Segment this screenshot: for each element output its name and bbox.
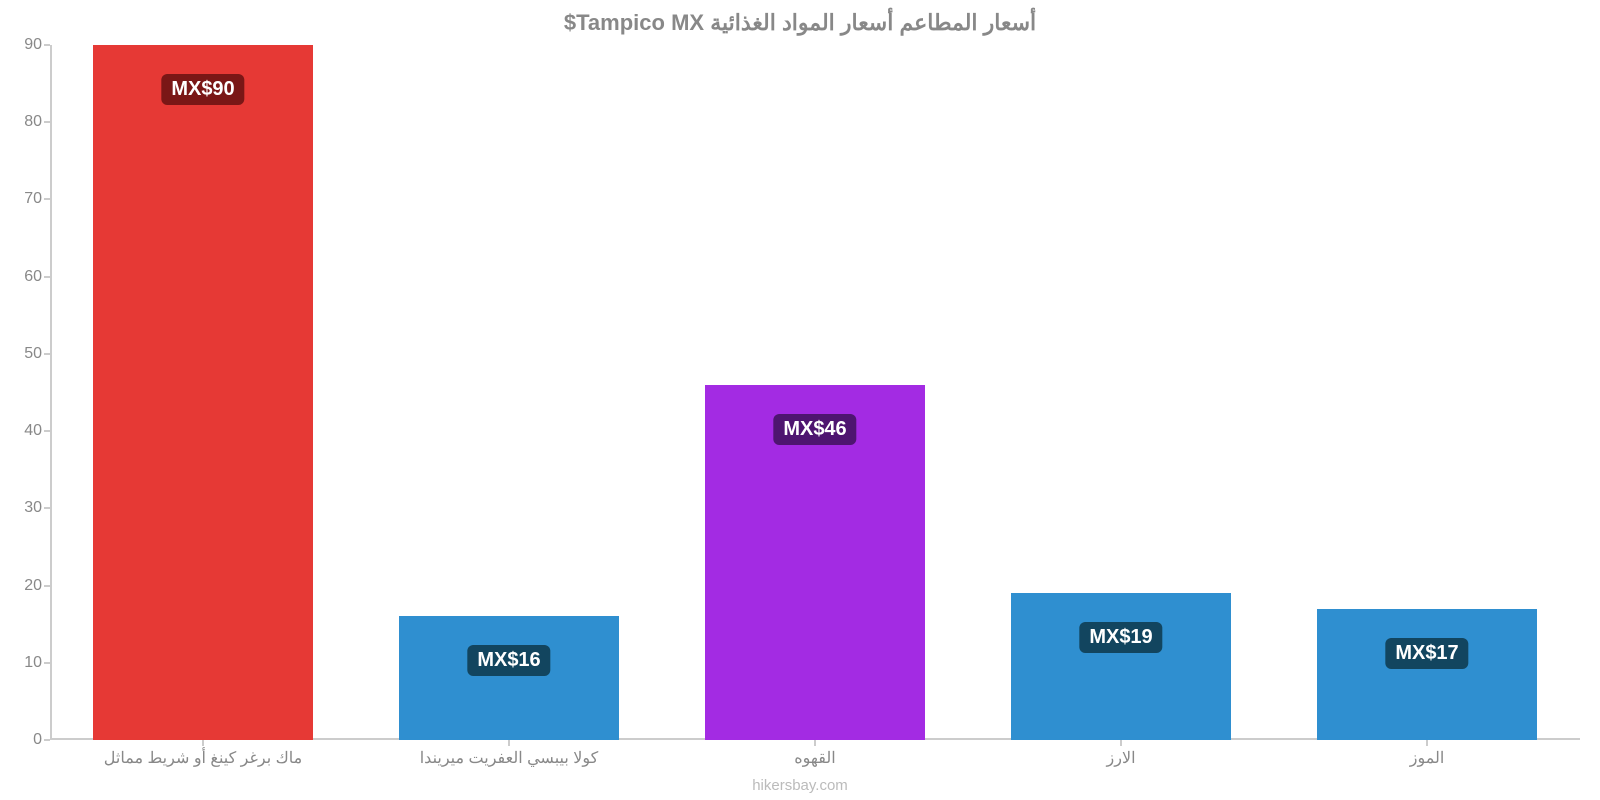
y-tick-mark [44,44,50,46]
chart-footer: hikersbay.com [0,777,1600,794]
value-badge: MX$19 [1079,622,1162,653]
value-badge: MX$90 [161,74,244,105]
y-tick-mark [44,662,50,664]
x-tick-label: الموز [1410,740,1445,768]
y-tick-mark [44,353,50,355]
bar [399,616,619,740]
y-tick-mark [44,121,50,123]
x-tick-label: القهوه [794,740,835,768]
bar [93,45,313,740]
y-tick-mark [44,585,50,587]
price-bar-chart: أسعار المطاعم أسعار المواد الغذائية Tamp… [0,0,1600,800]
y-axis [50,45,52,740]
value-badge: MX$46 [773,414,856,445]
x-tick-label: كولا بيبسي العفريت ميريندا [420,740,599,768]
x-tick-label: ماك برغر كينغ أو شريط مماثل [104,740,302,768]
y-tick-mark [44,430,50,432]
y-tick-mark [44,198,50,200]
bar [1317,609,1537,740]
y-tick-mark [44,507,50,509]
bar [1011,593,1231,740]
plot-area: 0102030405060708090MX$90ماك برغر كينغ أو… [50,45,1580,740]
chart-title: أسعار المطاعم أسعار المواد الغذائية Tamp… [0,10,1600,36]
y-tick-mark [44,276,50,278]
y-tick-mark [44,739,50,741]
x-tick-label: الارز [1106,740,1135,768]
value-badge: MX$16 [467,645,550,676]
value-badge: MX$17 [1385,638,1468,669]
